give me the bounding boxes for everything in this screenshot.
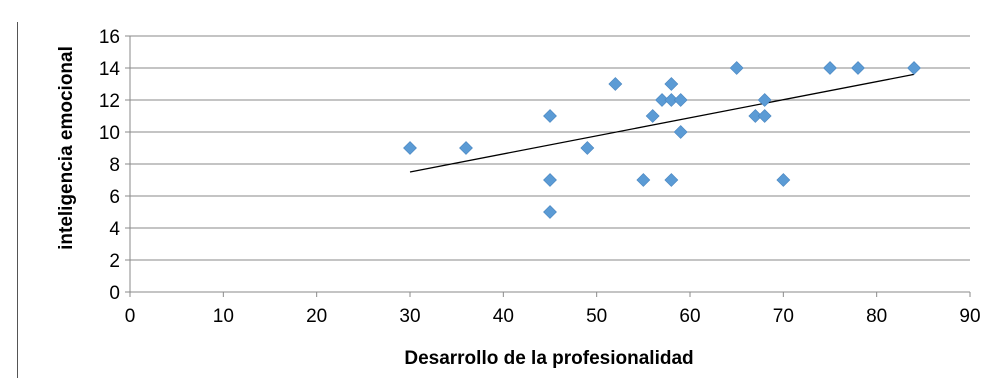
data-point: [823, 61, 837, 75]
y-tick-label: 12: [99, 91, 120, 112]
y-tick-labels: 0 2 4 6 8 10 12 14 16: [99, 27, 121, 304]
data-point: [459, 141, 473, 155]
y-axis-title: inteligencia emocional: [56, 46, 77, 250]
data-point: [907, 61, 921, 75]
data-point: [664, 93, 679, 107]
y-tick-label: 0: [109, 283, 120, 304]
x-tick-labels: 0 10 20 30 40 50 60 70 80 90: [125, 306, 981, 327]
data-point: [543, 173, 557, 187]
x-tick-label: 40: [493, 306, 514, 327]
data-point: [608, 77, 623, 91]
x-tick-label: 0: [125, 306, 136, 327]
y-tick-label: 14: [99, 59, 121, 80]
data-point: [757, 93, 772, 107]
x-tick-label: 80: [866, 306, 887, 327]
x-tick-label: 20: [306, 306, 327, 327]
x-tick-label: 50: [586, 306, 607, 327]
trendline-group: [409, 73, 915, 173]
trendline: [409, 73, 915, 173]
x-tick-label: 30: [399, 306, 420, 327]
axes: [125, 35, 971, 297]
x-tick-label: 90: [959, 306, 980, 327]
data-points: [403, 61, 921, 219]
gridlines: [130, 35, 970, 261]
y-tick-label: 16: [99, 27, 120, 48]
data-point: [673, 125, 688, 139]
y-tick-label: 6: [109, 187, 120, 208]
data-point: [636, 173, 651, 187]
data-point: [655, 93, 669, 107]
frame-border-line: [17, 22, 18, 378]
y-tick-label: 2: [109, 251, 120, 272]
data-point: [543, 205, 557, 219]
y-tick-label: 4: [109, 219, 120, 240]
x-tick-label: 10: [213, 306, 234, 327]
data-point: [748, 109, 763, 123]
data-point: [664, 77, 679, 91]
data-point: [851, 61, 865, 75]
data-point: [729, 61, 744, 75]
y-tick-label: 8: [109, 155, 120, 176]
data-point: [543, 109, 557, 123]
data-point: [673, 93, 688, 107]
data-point: [776, 173, 791, 187]
data-point: [403, 141, 417, 155]
data-point: [664, 173, 679, 187]
data-point: [580, 141, 595, 155]
y-tick-label: 10: [99, 123, 120, 144]
x-tick-label: 60: [679, 306, 700, 327]
x-axis-title: Desarrollo de la profesionalidad: [404, 348, 693, 369]
data-point: [645, 109, 660, 123]
x-tick-label: 70: [773, 306, 794, 327]
data-point: [757, 109, 772, 123]
